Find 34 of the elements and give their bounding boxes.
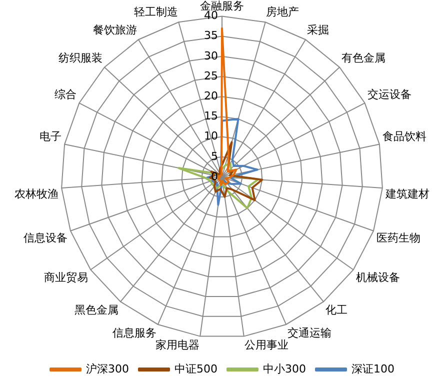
y-tick-label: 10	[204, 130, 218, 143]
spoke-label: 交通运输	[287, 326, 332, 340]
y-tick-label: 5	[211, 150, 218, 163]
y-tick-label: 15	[204, 110, 218, 123]
spoke-label: 电子	[40, 130, 62, 143]
spoke-label: 房地产	[266, 6, 300, 19]
spoke-label: 家用电器	[156, 338, 200, 352]
spoke-label: 综合	[54, 88, 77, 101]
legend-label: 中小300	[263, 362, 306, 376]
spoke-label: 信息设备	[24, 231, 68, 244]
y-tick-label: 30	[204, 49, 218, 62]
spoke-label: 公用事业	[244, 338, 288, 352]
spoke-label: 轻工制造	[134, 6, 178, 19]
legend-label: 沪深300	[86, 362, 130, 376]
spoke-label: 纺织服装	[58, 51, 102, 64]
y-tick-label: 25	[204, 69, 218, 82]
y-tick-label: 20	[204, 89, 218, 102]
y-tick-label: 0	[211, 170, 218, 183]
spoke-label: 农林牧渔	[14, 188, 59, 201]
legend-label: 深证100	[351, 362, 394, 376]
spoke-label: 建筑建材	[384, 188, 430, 201]
spoke-label: 化工	[325, 304, 348, 317]
spoke-label: 商业贸易	[44, 270, 88, 284]
spoke-label: 机械设备	[356, 270, 400, 284]
spoke-label: 信息服务	[112, 326, 157, 340]
spoke-label: 餐饮旅游	[92, 23, 137, 36]
y-tick-label: 35	[204, 29, 218, 42]
spoke-label: 医药生物	[376, 231, 420, 244]
spoke-label: 交运设备	[367, 88, 412, 101]
legend-label: 中证500	[174, 362, 218, 376]
spoke-label: 采掘	[307, 23, 330, 36]
spoke-label: 食品饮料	[382, 130, 426, 143]
spoke-label: 黑色金属	[74, 304, 119, 317]
spoke-label: 有色金属	[342, 51, 386, 64]
